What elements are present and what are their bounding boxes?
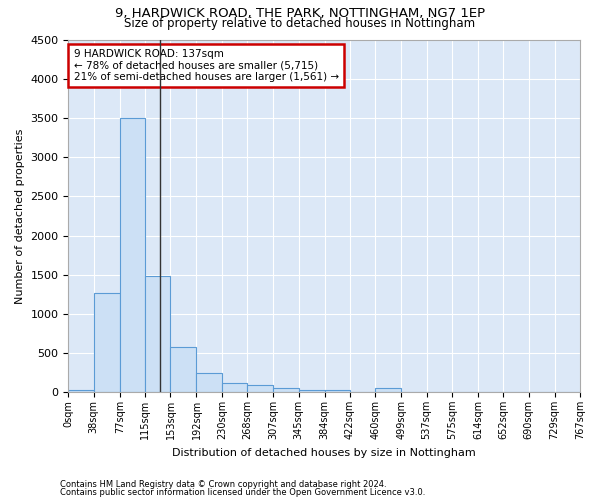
Bar — [68, 390, 94, 392]
X-axis label: Distribution of detached houses by size in Nottingham: Distribution of detached houses by size … — [172, 448, 476, 458]
Bar — [375, 388, 401, 392]
Bar — [145, 276, 170, 392]
Text: Contains HM Land Registry data © Crown copyright and database right 2024.: Contains HM Land Registry data © Crown c… — [60, 480, 386, 489]
Bar — [120, 118, 145, 392]
Bar — [325, 390, 350, 392]
Bar — [273, 388, 299, 392]
Text: Size of property relative to detached houses in Nottingham: Size of property relative to detached ho… — [124, 18, 476, 30]
Bar — [94, 292, 120, 392]
Text: 9, HARDWICK ROAD, THE PARK, NOTTINGHAM, NG7 1EP: 9, HARDWICK ROAD, THE PARK, NOTTINGHAM, … — [115, 8, 485, 20]
Text: Contains public sector information licensed under the Open Government Licence v3: Contains public sector information licen… — [60, 488, 425, 497]
Bar — [170, 347, 196, 392]
Bar — [247, 386, 273, 392]
Bar — [196, 374, 222, 392]
Y-axis label: Number of detached properties: Number of detached properties — [15, 128, 25, 304]
Bar — [222, 383, 247, 392]
Bar — [299, 390, 325, 392]
Text: 9 HARDWICK ROAD: 137sqm
← 78% of detached houses are smaller (5,715)
21% of semi: 9 HARDWICK ROAD: 137sqm ← 78% of detache… — [74, 49, 338, 82]
